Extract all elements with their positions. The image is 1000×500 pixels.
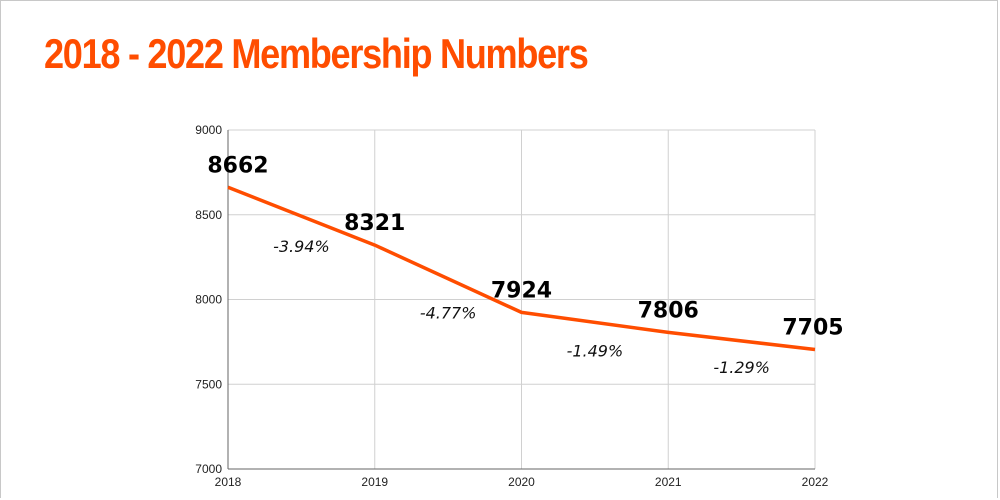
chart-title: 2018 - 2022 Membership Numbers [44, 30, 589, 77]
x-tick-label: 2018 [215, 475, 242, 489]
change-label: -1.29% [713, 358, 770, 377]
x-tick-label: 2021 [655, 475, 682, 489]
data-label: 8321 [344, 211, 405, 236]
data-label: 7705 [782, 316, 843, 341]
data-labels: 8662 8321 7924 7806 7705 [207, 153, 843, 340]
x-tick-label: 2019 [361, 475, 388, 489]
x-tick-label: 2020 [508, 475, 535, 489]
grid-lines [228, 129, 816, 469]
data-label: 7924 [491, 278, 552, 303]
change-label: -4.77% [420, 304, 477, 323]
data-label: 7806 [638, 298, 699, 323]
x-axis-ticks: 2018 2019 2020 2021 2022 [215, 475, 829, 489]
change-label: -1.49% [567, 341, 624, 360]
y-tick-label: 7000 [195, 462, 222, 476]
change-labels: -3.94% -4.77% -1.49% -1.29% [273, 237, 770, 377]
series-line-membership [227, 185, 816, 352]
data-label: 8662 [207, 153, 268, 178]
y-tick-label: 8500 [195, 208, 222, 222]
change-label: -3.94% [273, 237, 330, 256]
y-tick-label: 7500 [195, 377, 222, 391]
x-tick-label: 2022 [802, 475, 829, 489]
y-tick-label: 8000 [195, 293, 222, 307]
axes [227, 130, 815, 470]
series-membership [227, 185, 816, 352]
y-tick-label: 9000 [195, 123, 222, 137]
y-axis-ticks: 9000 8500 8000 7500 7000 [195, 123, 222, 476]
